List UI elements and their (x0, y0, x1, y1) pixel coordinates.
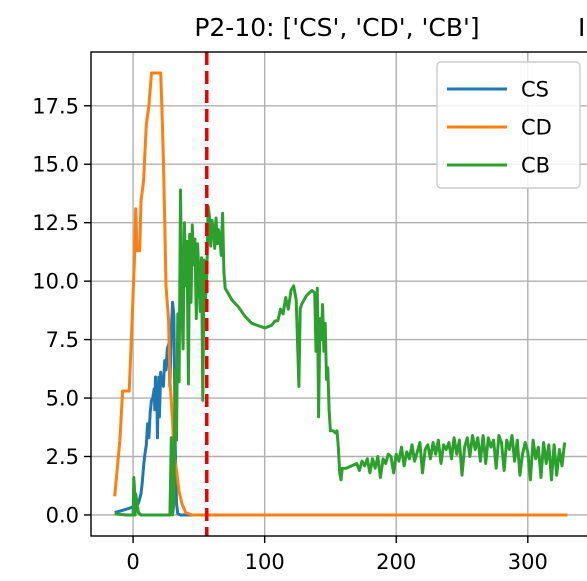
y-tick-label: 7.5 (46, 328, 79, 352)
legend-box (436, 61, 581, 189)
y-tick-label: 10.0 (32, 270, 79, 294)
plot-series (113, 71, 568, 517)
axis-ticks: 0 100 200 300 0.0 2.5 5.0 7.5 10.0 12.5 15.0 17.5 (32, 94, 548, 574)
x-tick-label: 100 (245, 550, 285, 574)
y-tick-label: 2.5 (46, 445, 79, 469)
y-tick-label: 12.5 (32, 211, 79, 235)
series-line-cs (114, 300, 568, 517)
legend-label-cb: CB (521, 154, 550, 178)
series-line-cd (113, 71, 568, 517)
y-tick-label: 0.0 (46, 503, 79, 527)
plot-frame (90, 51, 587, 537)
legend-label-cs: CS (521, 78, 549, 102)
x-tick-label: 0 (126, 550, 139, 574)
chart-title: P2-10: ['CS', 'CD', 'CB'] (194, 13, 479, 42)
y-tick-label: 17.5 (32, 94, 79, 118)
series-line-cb (114, 188, 567, 517)
x-tick-label: 300 (508, 550, 548, 574)
chart-title-trailing-fragment: I (578, 13, 585, 42)
y-tick-label: 15.0 (32, 153, 79, 177)
legend-label-cd: CD (521, 116, 552, 140)
x-tick-label: 200 (376, 550, 416, 574)
legend: CS CD CB (436, 61, 581, 189)
y-tick-label: 5.0 (46, 387, 79, 411)
